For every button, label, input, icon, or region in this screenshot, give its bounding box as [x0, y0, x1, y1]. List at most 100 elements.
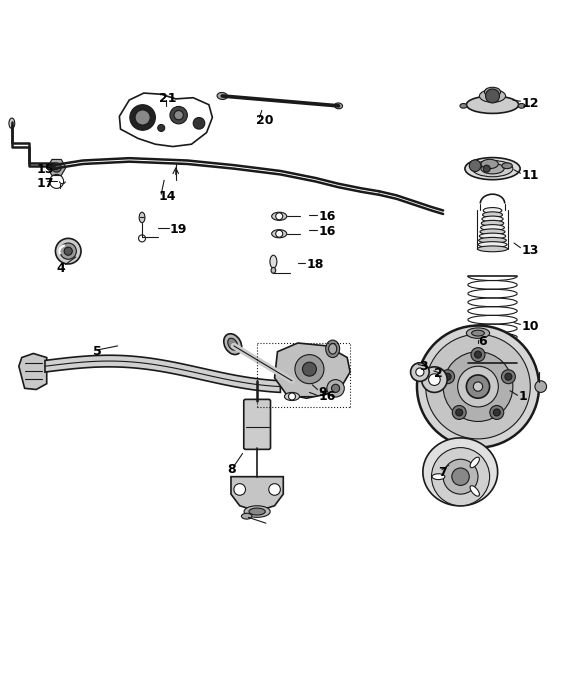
Ellipse shape [481, 163, 504, 174]
Text: 11: 11 [522, 169, 539, 182]
Ellipse shape [217, 93, 228, 99]
Circle shape [193, 117, 205, 129]
Circle shape [426, 334, 530, 439]
Circle shape [485, 89, 499, 103]
Circle shape [52, 163, 61, 172]
Text: 8: 8 [227, 463, 235, 476]
Circle shape [417, 326, 539, 448]
Text: 4: 4 [57, 262, 65, 275]
Circle shape [276, 230, 283, 237]
Circle shape [535, 381, 547, 392]
Ellipse shape [139, 212, 145, 223]
Text: 14: 14 [158, 190, 176, 203]
Ellipse shape [484, 87, 500, 97]
Polygon shape [274, 343, 350, 398]
Circle shape [443, 459, 478, 494]
Circle shape [502, 370, 515, 383]
Ellipse shape [326, 340, 340, 357]
Circle shape [416, 368, 424, 376]
Text: 16: 16 [318, 210, 336, 223]
Circle shape [234, 484, 245, 495]
Circle shape [170, 106, 187, 124]
Text: 16: 16 [318, 225, 336, 238]
Ellipse shape [477, 246, 507, 252]
Ellipse shape [478, 241, 507, 248]
Ellipse shape [335, 103, 343, 109]
Text: 6: 6 [478, 335, 486, 348]
Text: 18: 18 [307, 258, 324, 271]
Text: 17: 17 [36, 177, 54, 189]
Circle shape [443, 352, 513, 421]
Ellipse shape [480, 229, 505, 235]
Circle shape [60, 243, 77, 259]
Circle shape [276, 213, 283, 220]
Ellipse shape [272, 230, 287, 238]
FancyBboxPatch shape [244, 399, 270, 449]
Ellipse shape [472, 330, 484, 336]
Circle shape [483, 165, 490, 172]
Circle shape [64, 247, 72, 255]
Circle shape [138, 235, 145, 242]
Circle shape [174, 110, 183, 120]
Ellipse shape [481, 224, 505, 230]
Circle shape [458, 366, 498, 407]
Text: 20: 20 [256, 114, 273, 127]
Ellipse shape [502, 163, 512, 169]
Circle shape [332, 384, 340, 392]
Circle shape [471, 348, 485, 362]
Ellipse shape [249, 508, 265, 515]
Ellipse shape [479, 90, 506, 102]
Ellipse shape [483, 208, 502, 213]
Ellipse shape [467, 328, 489, 338]
Text: 9: 9 [318, 386, 327, 399]
Text: 7: 7 [439, 466, 447, 479]
Polygon shape [19, 353, 47, 390]
Text: 15: 15 [36, 163, 54, 176]
Circle shape [432, 448, 489, 506]
Circle shape [444, 373, 451, 380]
Ellipse shape [432, 474, 445, 480]
Text: 2: 2 [434, 367, 443, 380]
Ellipse shape [244, 506, 270, 517]
Circle shape [135, 110, 150, 125]
Polygon shape [423, 438, 498, 506]
Circle shape [456, 409, 463, 416]
Ellipse shape [467, 96, 519, 113]
Ellipse shape [482, 212, 502, 217]
Circle shape [130, 105, 155, 130]
Circle shape [470, 160, 481, 172]
Circle shape [288, 393, 296, 400]
Circle shape [440, 370, 454, 383]
Ellipse shape [479, 237, 506, 244]
Circle shape [429, 374, 440, 386]
Circle shape [452, 405, 466, 419]
Text: 10: 10 [522, 320, 539, 333]
Circle shape [493, 409, 500, 416]
Polygon shape [47, 159, 66, 176]
Circle shape [505, 373, 512, 380]
Text: 5: 5 [93, 345, 102, 358]
Ellipse shape [272, 212, 287, 220]
Ellipse shape [460, 104, 467, 108]
Ellipse shape [481, 220, 504, 226]
Text: 3: 3 [419, 359, 427, 372]
Ellipse shape [248, 399, 266, 405]
Text: 1: 1 [519, 390, 527, 403]
Ellipse shape [482, 216, 503, 222]
Ellipse shape [465, 158, 520, 180]
Circle shape [474, 382, 482, 391]
Ellipse shape [479, 233, 506, 239]
Ellipse shape [470, 457, 479, 468]
Circle shape [422, 367, 447, 392]
Circle shape [490, 405, 504, 419]
Ellipse shape [270, 255, 277, 268]
Circle shape [295, 355, 324, 383]
Ellipse shape [9, 118, 15, 128]
Ellipse shape [518, 104, 525, 108]
Circle shape [475, 351, 481, 358]
Ellipse shape [470, 486, 479, 496]
Text: 19: 19 [170, 223, 187, 236]
Polygon shape [45, 355, 280, 392]
Ellipse shape [241, 513, 252, 519]
Ellipse shape [228, 338, 238, 350]
